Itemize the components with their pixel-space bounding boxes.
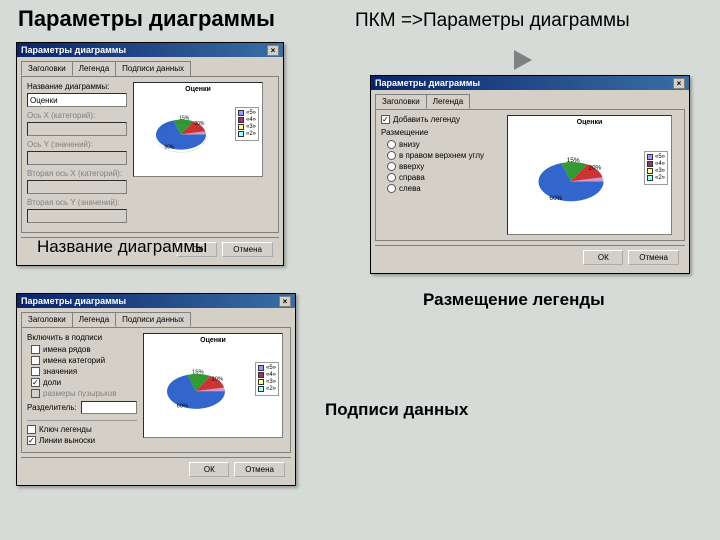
cb-leader-lines[interactable]: Линии выноски	[27, 436, 137, 445]
tab-legend[interactable]: Легенда	[72, 312, 116, 327]
tab-headers[interactable]: Заголовки	[21, 312, 73, 327]
chart-preview: Оценки 60% 15% 20% «5» «4» «3» «2»	[133, 82, 263, 177]
cancel-button[interactable]: Отмена	[222, 242, 273, 257]
dialog-title: Параметры диаграммы	[21, 296, 126, 306]
ok-button[interactable]: ОК	[189, 462, 229, 477]
dialog-title: Параметры диаграммы	[375, 78, 480, 88]
axis-y-input	[27, 151, 127, 165]
caption-1: Название диаграммы	[37, 237, 207, 257]
axis-y-label: Ось Y (значений):	[27, 140, 127, 149]
axis-x-label: Ось X (категорий):	[27, 111, 127, 120]
axis-x-input	[27, 122, 127, 136]
tab-labels[interactable]: Подписи данных	[115, 61, 191, 76]
titlebar: Параметры диаграммы ×	[371, 76, 689, 90]
radio-left[interactable]: слева	[387, 184, 501, 193]
cb-legend-key[interactable]: Ключ легенды	[27, 425, 137, 434]
tab-legend[interactable]: Легенда	[72, 61, 116, 76]
pie-chart: 60% 15% 20%	[156, 364, 236, 422]
caption-3: Подписи данных	[325, 400, 468, 420]
radio-bottom[interactable]: внизу	[387, 140, 501, 149]
titlebar: Параметры диаграммы ×	[17, 294, 295, 308]
separator-row: Разделитель:	[27, 401, 137, 414]
tabs: Заголовки Легенда Подписи данных	[21, 312, 291, 327]
ok-button[interactable]: ОК	[583, 250, 623, 265]
cancel-button[interactable]: Отмена	[234, 462, 285, 477]
svg-text:60%: 60%	[164, 145, 175, 151]
axis-x2-label: Вторая ось X (категорий):	[27, 169, 127, 178]
tab-legend[interactable]: Легенда	[426, 94, 470, 109]
tab-labels[interactable]: Подписи данных	[115, 312, 191, 327]
axis-y2-label: Вторая ось Y (значений):	[27, 198, 127, 207]
cb-values[interactable]: значения	[31, 367, 137, 376]
legend-panel: Добавить легенду Размещение внизу в прав…	[381, 115, 501, 235]
svg-text:20%: 20%	[194, 121, 205, 127]
labels-panel: Включить в подписи имена рядов имена кат…	[27, 333, 137, 447]
axis-y2-input	[27, 209, 127, 223]
play-icon	[514, 50, 532, 70]
tabs: Заголовки Легенда Подписи данных	[21, 61, 279, 76]
dialog-buttons: ОК Отмена	[21, 457, 291, 481]
dialog-body: Включить в подписи имена рядов имена кат…	[21, 327, 291, 453]
dialog-buttons: ОК Отмена	[375, 245, 685, 269]
close-icon[interactable]: ×	[279, 296, 291, 307]
radio-top[interactable]: вверху	[387, 162, 501, 171]
main-heading: Параметры диаграммы	[18, 6, 275, 32]
checkbox-icon	[381, 115, 390, 124]
caption-2: Размещение легенды	[423, 290, 605, 310]
close-icon[interactable]: ×	[673, 78, 685, 89]
svg-text:60%: 60%	[177, 404, 189, 410]
cb-bubble: размеры пузырьков	[31, 389, 137, 398]
svg-text:15%: 15%	[179, 115, 190, 121]
cb-row-names[interactable]: имена рядов	[31, 345, 137, 354]
preview-title: Оценки	[144, 334, 282, 344]
placement-label: Размещение	[381, 128, 501, 137]
axis-x2-input	[27, 180, 127, 194]
close-icon[interactable]: ×	[267, 45, 279, 56]
add-legend-checkbox[interactable]: Добавить легенду	[381, 115, 501, 124]
radio-top-right[interactable]: в правом верхнем углу	[387, 151, 501, 160]
chart-preview: Оценки 60% 15% 20% «5» «4» «3» «2»	[143, 333, 283, 438]
chart-preview: Оценки 60% 15% 20% «5» «4» «3» «2»	[507, 115, 672, 235]
cb-percents[interactable]: доли	[31, 378, 137, 387]
headers-panel: Название диаграммы: Ось X (категорий): О…	[27, 82, 127, 227]
dialog-headers: Параметры диаграммы × Заголовки Легенда …	[16, 42, 284, 266]
chart-title-input[interactable]	[27, 93, 127, 107]
include-label: Включить в подписи	[27, 333, 137, 342]
tab-headers[interactable]: Заголовки	[375, 94, 427, 109]
preview-title: Оценки	[508, 116, 671, 126]
svg-text:20%: 20%	[588, 164, 601, 171]
rclick-heading: ПКМ =>Параметры диаграммы	[355, 10, 630, 32]
radio-right[interactable]: справа	[387, 173, 501, 182]
titlebar: Параметры диаграммы ×	[17, 43, 283, 57]
tab-headers[interactable]: Заголовки	[21, 61, 73, 76]
pie-chart: 60% 15% 20%	[146, 111, 216, 161]
chart-title-label: Название диаграммы:	[27, 82, 127, 91]
svg-text:20%: 20%	[211, 376, 223, 382]
separator-select[interactable]	[81, 401, 137, 414]
svg-text:15%: 15%	[567, 157, 580, 164]
cancel-button[interactable]: Отмена	[628, 250, 679, 265]
cb-cat-names[interactable]: имена категорий	[31, 356, 137, 365]
dialog-labels: Параметры диаграммы × Заголовки Легенда …	[16, 293, 296, 486]
preview-legend: «5» «4» «3» «2»	[644, 151, 668, 185]
preview-legend: «5» «4» «3» «2»	[235, 107, 259, 141]
preview-legend: «5» «4» «3» «2»	[255, 362, 279, 396]
dialog-body: Добавить легенду Размещение внизу в прав…	[375, 109, 685, 241]
dialog-title: Параметры диаграммы	[21, 45, 126, 55]
svg-text:15%: 15%	[192, 370, 204, 376]
dialog-body: Название диаграммы: Ось X (категорий): О…	[21, 76, 279, 233]
dialog-legend: Параметры диаграммы × Заголовки Легенда …	[370, 75, 690, 274]
svg-text:60%: 60%	[549, 195, 562, 202]
preview-title: Оценки	[134, 83, 262, 93]
tabs: Заголовки Легенда	[375, 94, 685, 109]
pie-chart: 60% 15% 20%	[526, 151, 616, 216]
